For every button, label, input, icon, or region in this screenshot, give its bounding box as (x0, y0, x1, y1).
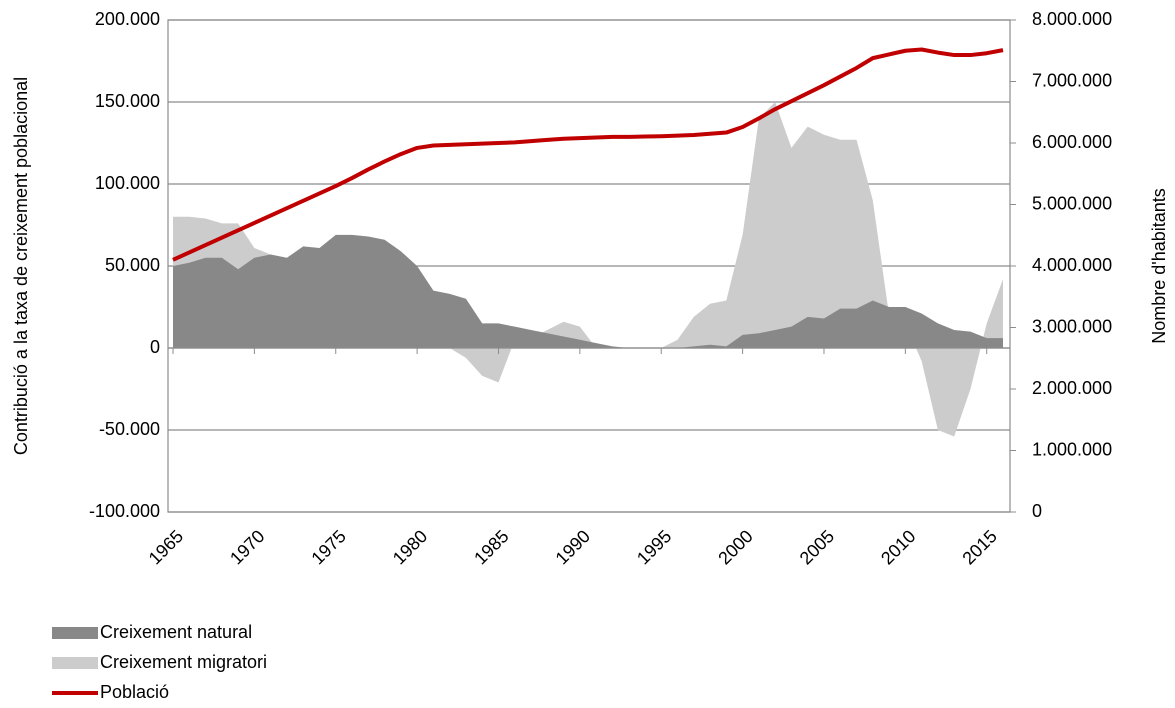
x-tick-label: 1995 (633, 526, 675, 568)
x-tick-label: 1985 (470, 526, 512, 568)
area (173, 102, 1003, 437)
legend-swatch (52, 657, 98, 669)
y2-tick-label: 4.000.000 (1032, 255, 1112, 275)
x-tick-label: 1965 (145, 526, 187, 568)
plot-frame (167, 19, 1011, 513)
y-axis-label: Contribució a la taxa de creixement pobl… (11, 77, 31, 455)
y2-tick-label: 1.000.000 (1032, 439, 1112, 459)
legend-label: Població (100, 682, 169, 702)
y-tick-label: -50.000 (99, 419, 160, 439)
y2-tick-label: 3.000.000 (1032, 316, 1112, 336)
y2-tick-label: 0 (1032, 501, 1042, 521)
y2-tick-label: 8.000.000 (1032, 9, 1112, 29)
x-tick-label: 1975 (307, 526, 349, 568)
x-tick-label: 2000 (714, 526, 756, 568)
y-tick-label: 150.000 (95, 91, 160, 111)
y-tick-label: 100.000 (95, 173, 160, 193)
y-tick-label: 50.000 (105, 255, 160, 275)
x-tick-label: 2005 (796, 526, 838, 568)
y2-tick-label: 6.000.000 (1032, 132, 1112, 152)
x-tick-label: 1970 (226, 526, 268, 568)
y2-tick-label: 2.000.000 (1032, 378, 1112, 398)
legend-label: Creixement natural (100, 622, 252, 642)
y-tick-label: 200.000 (95, 9, 160, 29)
legend-label: Creixement migratori (100, 652, 267, 672)
y2-axis-label: Nombre d'habitants (1149, 188, 1169, 344)
x-tick-label: 2015 (958, 526, 1000, 568)
x-tick-label: 2010 (877, 526, 919, 568)
x-tick-label: 1990 (552, 526, 594, 568)
y2-tick-label: 7.000.000 (1032, 70, 1112, 90)
y2-tick-label: 5.000.000 (1032, 193, 1112, 213)
y-tick-label: -100.000 (89, 501, 160, 521)
area (173, 234, 1003, 348)
y-tick-label: 0 (150, 337, 160, 357)
x-tick-label: 1980 (389, 526, 431, 568)
line (172, 47, 1004, 262)
legend-swatch (52, 627, 98, 639)
